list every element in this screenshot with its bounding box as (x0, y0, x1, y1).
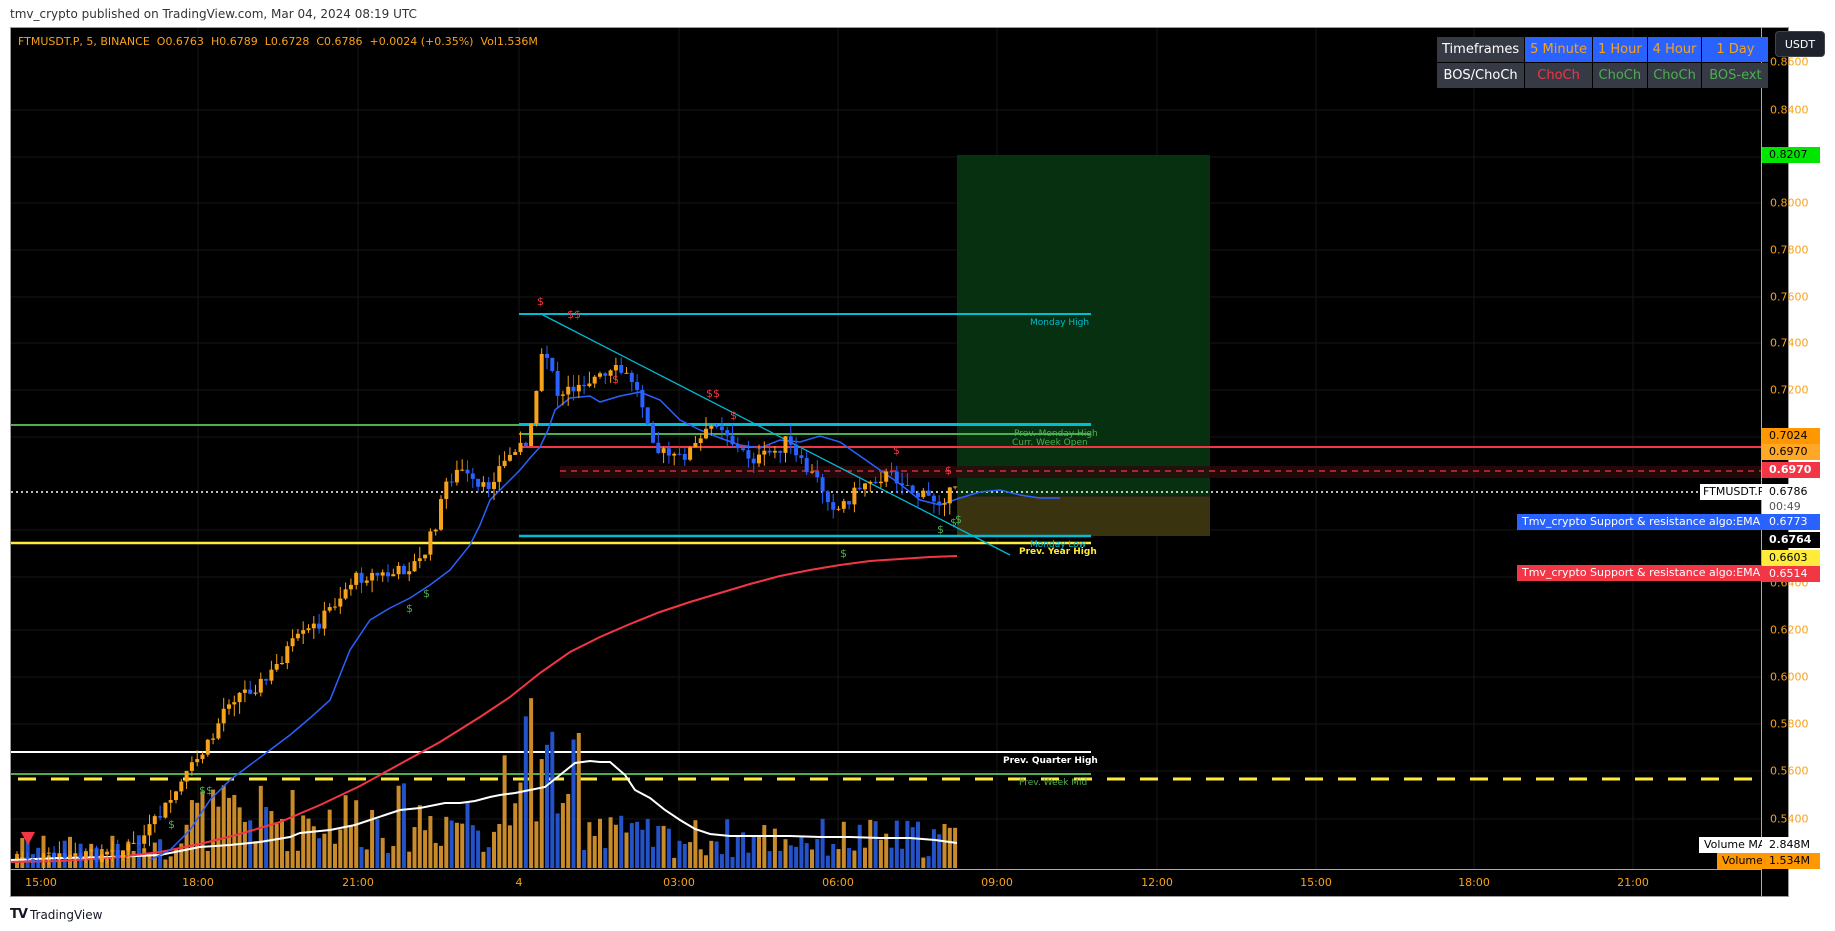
price-tick: 0.8600 (1770, 55, 1809, 69)
symbol-tag: FTMUSDT.P (1700, 484, 1768, 500)
price-tick: 0.6000 (1770, 670, 1809, 684)
svg-text:$: $ (950, 516, 957, 529)
tf-4-hour: 4 Hour (1647, 37, 1702, 62)
svg-text:$$: $$ (567, 308, 581, 321)
monday-low-price-tag: 0.6764 (1762, 532, 1820, 548)
level-price-tag: 0.6970 (1762, 444, 1820, 460)
legend-volume: Vol1.536M (480, 35, 538, 48)
time-tick: 12:00 (1141, 876, 1173, 889)
time-tick: 03:00 (663, 876, 695, 889)
time-tick: 4 (515, 876, 523, 889)
svg-text:$: $ (406, 602, 413, 615)
ema1-price-tag: 0.6773 (1762, 514, 1820, 530)
label-monday-low: Monday Low (1030, 540, 1087, 550)
price-tick: 0.7200 (1770, 383, 1809, 397)
price-tick: 0.6200 (1770, 623, 1809, 637)
time-tick: 21:00 (1617, 876, 1649, 889)
label-prev-monday-high: Prev. Monday High (1014, 429, 1098, 439)
price-axis-border (1761, 27, 1762, 897)
label-curr-week-open: Curr. Week Open (1012, 438, 1088, 448)
price-tick: 0.5800 (1770, 717, 1809, 731)
price-tick: 0.5400 (1770, 812, 1809, 826)
last-price-tag: 0.6786 (1762, 484, 1820, 500)
svg-text:$: $ (937, 523, 944, 536)
legend-open: O0.6763 (156, 35, 204, 48)
price-tick: 0.7400 (1770, 336, 1809, 350)
status-5-minute: ChoCh (1525, 63, 1592, 88)
label-prev-year-high: Prev. Year High (1019, 547, 1097, 557)
level-price-tag: 0.7024 (1762, 428, 1820, 444)
status-4-hour: ChoCh (1647, 63, 1702, 88)
bos-choch-header: BOS/ChoCh (1437, 63, 1525, 88)
price-tick: 0.7600 (1770, 290, 1809, 304)
legend-symbol[interactable]: FTMUSDT.P, 5, BINANCE (18, 35, 150, 48)
label-prev-quarter-high: Prev. Quarter High (1003, 756, 1098, 766)
time-tick: 06:00 (822, 876, 854, 889)
year-high-price-tag: 0.6603 (1762, 550, 1820, 566)
ema2-price-tag: 0.6514 (1762, 566, 1820, 582)
legend-change: +0.0024 (+0.35%) (369, 35, 474, 48)
time-tick: 21:00 (342, 876, 374, 889)
tf-1-hour: 1 Hour (1592, 37, 1647, 62)
time-axis-border (10, 869, 1761, 870)
price-tick: 0.7800 (1770, 243, 1809, 257)
time-tick: 18:00 (182, 876, 214, 889)
volume-tag: Volume (1717, 853, 1768, 869)
svg-text:$: $ (730, 409, 737, 422)
label-monday-high: Monday High (1030, 318, 1090, 328)
volume-ma-value-tag: 2.848M (1762, 837, 1820, 853)
price-tick: 0.8400 (1770, 103, 1809, 117)
symbol-legend: FTMUSDT.P, 5, BINANCE O0.6763 H0.6789 L0… (18, 35, 538, 48)
tp-price-tag: 0.8207 (1762, 147, 1820, 163)
svg-text:$: $ (955, 513, 962, 526)
legend-low: L0.6728 (264, 35, 310, 48)
legend-close: C0.6786 (316, 35, 363, 48)
ema1-tag: Tmv_crypto Support & resistance algo:EMA… (1517, 514, 1776, 530)
svg-text:$: $ (612, 373, 619, 386)
tf-1-day: 1 Day (1702, 37, 1769, 62)
bar-countdown-tag: 00:49 (1762, 499, 1820, 515)
status-1-day: BOS-ext (1702, 63, 1769, 88)
svg-text:$$: $$ (199, 784, 213, 797)
currency-button[interactable]: USDT (1775, 31, 1825, 57)
svg-text:$: $ (840, 547, 847, 560)
timeframes-header: Timeframes (1437, 37, 1525, 62)
svg-text:$: $ (423, 587, 430, 600)
svg-text:$: $ (537, 295, 544, 308)
supply-price-tag: 0.6970 (1762, 462, 1820, 478)
price-tick: 0.5600 (1770, 764, 1809, 778)
tf-5-minute: 5 Minute (1525, 37, 1592, 62)
volume-ma-tag: Volume MA (1699, 837, 1771, 853)
ema2-tag: Tmv_crypto Support & resistance algo:EMA… (1517, 565, 1776, 581)
time-tick: 09:00 (981, 876, 1013, 889)
tradingview-logo[interactable]: TV TradingView (10, 907, 102, 922)
volume-value-tag: 1.534M (1762, 853, 1820, 869)
svg-text:$: $ (893, 444, 900, 457)
status-1-hour: ChoCh (1592, 63, 1647, 88)
time-tick: 15:00 (1300, 876, 1332, 889)
tradingview-brand: TradingView (29, 907, 103, 922)
svg-text:$$: $$ (706, 387, 720, 400)
svg-text:$: $ (168, 818, 175, 831)
svg-text:$: $ (945, 464, 952, 477)
price-tick: 0.8000 (1770, 196, 1809, 210)
tradingview-logo-icon: TV (10, 907, 28, 922)
legend-high: H0.6789 (210, 35, 258, 48)
time-tick: 15:00 (25, 876, 57, 889)
label-prev-week-mid: Prev. Week Mid (1019, 778, 1088, 788)
time-tick: 18:00 (1458, 876, 1490, 889)
publish-info: tmv_crypto published on TradingView.com,… (10, 7, 417, 21)
timeframe-table: Timeframes 5 Minute 1 Hour 4 Hour 1 Day … (1436, 36, 1769, 89)
